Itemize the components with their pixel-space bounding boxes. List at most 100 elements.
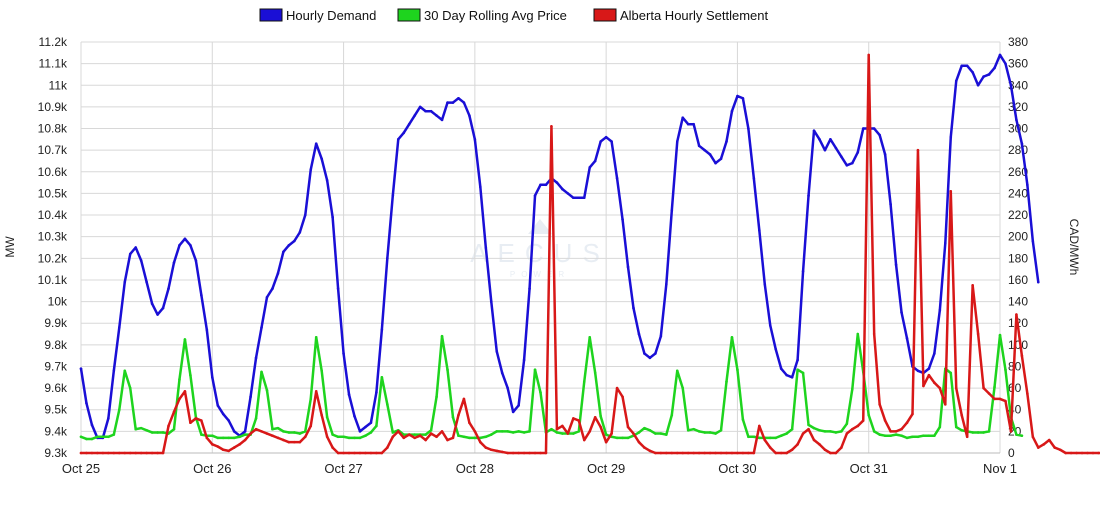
data-point-settlement (479, 440, 482, 444)
data-point-avg-price (550, 427, 553, 431)
data-point-demand (429, 109, 433, 113)
data-point-avg-price (768, 436, 772, 440)
data-point-avg-price (954, 425, 958, 429)
data-point-settlement (785, 451, 788, 455)
data-point-settlement (369, 451, 373, 455)
data-point-demand (380, 328, 384, 332)
data-point-demand (889, 202, 892, 206)
data-point-demand (976, 83, 980, 87)
data-point-settlement (998, 397, 1002, 401)
data-point-settlement (681, 451, 685, 455)
data-point-demand (309, 168, 313, 171)
data-point-avg-price (703, 431, 706, 434)
data-point-settlement (243, 438, 247, 442)
data-point-avg-price (741, 418, 745, 421)
data-point-demand (364, 425, 367, 429)
data-point-avg-price (282, 430, 285, 433)
data-point-avg-price (856, 332, 860, 336)
data-point-settlement (506, 451, 509, 455)
data-point-demand (752, 176, 756, 180)
data-point-avg-price (582, 380, 586, 383)
data-point-avg-price (692, 427, 695, 431)
data-point-settlement (1058, 448, 1062, 452)
x-tick-label: Oct 26 (193, 461, 231, 476)
legend-item-settlement[interactable]: Alberta Hourly Settlement (593, 8, 769, 23)
data-point-avg-price (911, 435, 914, 439)
data-point-settlement (418, 434, 422, 437)
y-left-tick-label: 9.8k (44, 338, 68, 352)
data-point-demand (845, 164, 849, 167)
data-point-settlement (1020, 354, 1024, 357)
data-point-demand (648, 356, 652, 360)
data-point-settlement (473, 430, 477, 433)
y-right-tick-label: 320 (1008, 100, 1028, 114)
legend-item-demand[interactable]: Hourly Demand (259, 8, 376, 23)
x-tick-label: Oct 31 (850, 461, 888, 476)
data-point-demand (659, 334, 663, 338)
data-point-avg-price (271, 427, 274, 431)
data-point-demand (572, 196, 575, 200)
legend-label-demand: Hourly Demand (286, 8, 376, 23)
data-point-avg-price (424, 433, 427, 436)
data-point-settlement (200, 419, 203, 422)
data-point-settlement (287, 440, 291, 444)
data-point-settlement (539, 451, 542, 455)
data-point-avg-price (265, 388, 269, 392)
data-point-avg-price (922, 434, 925, 437)
data-point-settlement (867, 53, 871, 57)
watermark-subtitle: POWER (510, 270, 570, 279)
data-point-settlement (790, 448, 794, 452)
data-point-demand (210, 375, 214, 379)
data-point-avg-price (889, 434, 892, 437)
legend[interactable]: Hourly Demand 30 Day Rolling Avg Price A… (259, 8, 769, 23)
legend-item-avg-price[interactable]: 30 Day Rolling Avg Price (397, 8, 567, 23)
y-right-tick-label: 340 (1008, 78, 1028, 92)
data-point-avg-price (533, 368, 537, 372)
y-left-tick-label: 10.5k (38, 186, 68, 200)
data-point-avg-price (621, 436, 624, 440)
series-line-avg-price[interactable] (79, 332, 1024, 441)
data-point-demand (227, 419, 230, 422)
data-point-settlement (944, 403, 947, 406)
y-left-tick-label: 9.5k (44, 403, 68, 417)
data-point-avg-price (752, 435, 756, 439)
data-point-demand (604, 135, 608, 139)
data-point-demand (708, 153, 712, 156)
data-point-settlement (325, 435, 329, 439)
data-point-settlement (758, 424, 761, 428)
data-point-demand (271, 287, 274, 290)
data-point-avg-price (227, 436, 230, 440)
data-point-settlement (1053, 446, 1056, 449)
data-point-settlement (604, 440, 608, 444)
data-point-settlement (577, 419, 581, 422)
data-point-demand (944, 241, 947, 245)
data-point-avg-price (347, 436, 351, 440)
data-point-avg-price (369, 431, 373, 434)
data-point-demand (692, 122, 695, 126)
data-point-avg-price (927, 434, 931, 437)
data-point-settlement (599, 425, 602, 429)
data-point-settlement (1069, 451, 1073, 455)
data-point-settlement (982, 386, 985, 390)
data-point-settlement (719, 451, 723, 455)
data-point-demand (840, 155, 843, 158)
data-point-settlement (823, 448, 827, 452)
data-point-settlement (987, 392, 991, 395)
data-point-avg-price (648, 428, 652, 432)
data-point-avg-price (221, 436, 225, 440)
data-point-settlement (752, 451, 756, 455)
data-point-avg-price (736, 368, 739, 372)
data-point-settlement (156, 451, 159, 455)
data-point-avg-price (325, 416, 329, 419)
data-point-avg-price (1020, 434, 1024, 437)
data-point-settlement (692, 451, 695, 455)
data-point-avg-price (150, 431, 154, 434)
data-point-demand (768, 324, 772, 327)
data-point-avg-price (730, 335, 734, 339)
data-point-avg-price (260, 370, 263, 374)
data-point-avg-price (993, 385, 996, 389)
data-point-settlement (889, 430, 892, 433)
data-point-settlement (615, 386, 619, 390)
data-point-settlement (550, 125, 553, 128)
